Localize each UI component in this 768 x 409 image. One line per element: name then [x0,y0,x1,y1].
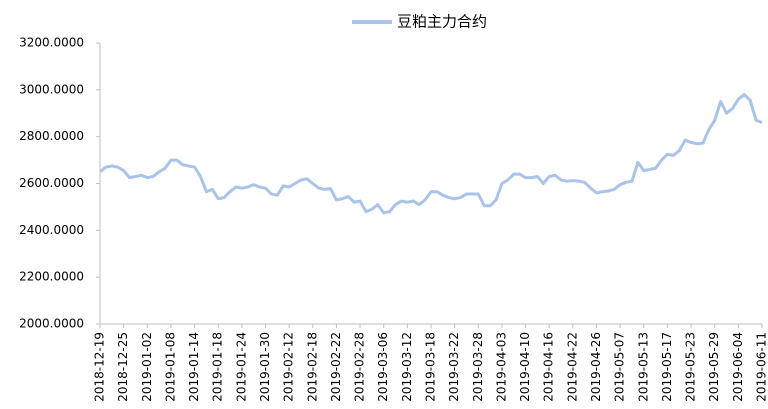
x-tick-label: 2019-04-03 [494,332,508,402]
x-tick-label: 2019-01-02 [140,332,154,402]
y-tick-label: 2200.0000 [19,270,84,284]
x-tick-label: 2019-06-11 [755,332,768,402]
legend-label: 豆粕主力合约 [397,13,487,31]
x-tick-label: 2019-01-14 [187,332,201,402]
x-tick-label: 2019-02-28 [353,332,367,402]
y-tick-label: 3200.0000 [19,36,84,50]
x-tick-label: 2019-05-23 [684,332,698,402]
x-tick-label: 2019-01-18 [211,332,225,402]
y-tick-label: 3000.0000 [19,82,84,96]
x-tick-label: 2019-04-22 [565,332,579,402]
x-tick-label: 2019-03-12 [400,332,414,402]
x-tick-label: 2019-05-29 [707,332,721,402]
x-tick-label: 2019-02-22 [329,332,343,402]
x-tick-label: 2019-05-07 [613,332,627,402]
x-tick-label: 2019-04-26 [589,332,603,402]
x-tick-label: 2019-05-17 [660,332,674,402]
x-tick-label: 2019-06-04 [731,332,745,402]
y-tick-label: 2800.0000 [19,129,84,143]
x-tick-label: 2018-12-19 [93,332,107,402]
x-tick-label: 2019-04-16 [542,332,556,402]
y-tick-label: 2400.0000 [19,223,84,237]
x-tick-label: 2019-02-12 [282,332,296,402]
x-tick-label: 2019-03-28 [471,332,485,402]
x-tick-label: 2019-03-22 [447,332,461,402]
x-tick-label: 2019-05-13 [636,332,650,402]
x-tick-label: 2019-01-08 [163,332,177,402]
y-tick-label: 2000.0000 [19,317,84,331]
x-tick-label: 2019-02-18 [305,332,319,402]
x-tick-label: 2019-01-24 [234,332,248,402]
x-tick-label: 2018-12-25 [116,332,130,402]
x-tick-label: 2019-01-30 [258,332,272,402]
data-line [99,93,763,215]
x-tick-label: 2019-04-10 [518,332,532,402]
x-tick-label: 2019-03-18 [424,332,438,402]
y-tick-label: 2600.0000 [19,176,84,190]
x-tick-label: 2019-03-06 [376,332,390,402]
